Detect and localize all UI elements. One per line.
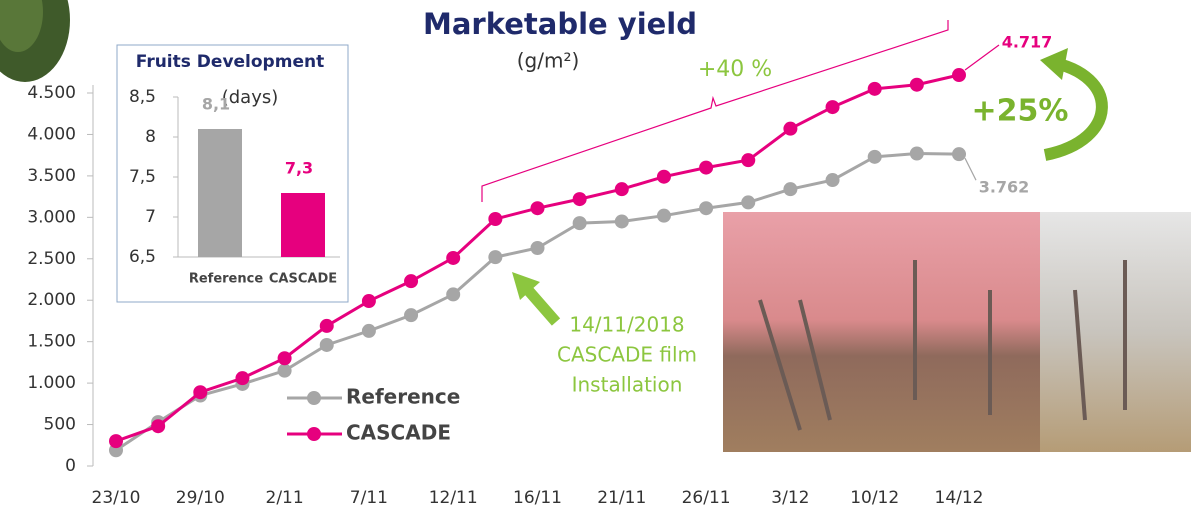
point: [361, 294, 376, 309]
install-annotation: 14/11/2018: [569, 313, 684, 337]
point: [909, 146, 924, 161]
x-tick-label: CASCADE: [269, 272, 337, 287]
point: [109, 434, 123, 449]
inset-subtitle: (days): [222, 87, 279, 108]
bar: [198, 129, 242, 257]
label-leader: [964, 44, 1000, 71]
point: [319, 337, 334, 352]
y-tick-label: 2.000: [27, 290, 76, 310]
chart-title: Marketable yield: [423, 7, 697, 41]
y-tick-label: 4.000: [27, 124, 76, 144]
legend-label: Reference: [346, 385, 460, 409]
point: [572, 216, 587, 231]
x-tick-label: 3/12: [771, 488, 809, 508]
brace: [481, 20, 949, 202]
point: [909, 77, 924, 92]
y-tick-label: 500: [44, 415, 76, 435]
x-tick-label: 7/11: [350, 488, 388, 508]
x-tick-label: 16/11: [513, 488, 562, 508]
point: [783, 121, 798, 136]
point: [867, 149, 882, 164]
value-label: 4.717: [1002, 33, 1053, 52]
point: [656, 169, 671, 184]
y-tick-label: 1.500: [27, 332, 76, 352]
point: [572, 192, 587, 207]
increase-annotation: +25%: [972, 94, 1069, 129]
install-arrow-head: [512, 272, 540, 300]
point: [699, 160, 714, 175]
install-annotation: Installation: [572, 373, 683, 397]
y-tick-label: 7: [145, 207, 156, 227]
value-label: 3.762: [979, 178, 1030, 197]
curved-arrow: [1043, 56, 1108, 161]
point: [319, 318, 334, 333]
label-leader: [964, 157, 977, 181]
point: [404, 274, 419, 289]
point: [699, 201, 714, 216]
install-annotation: CASCADE film: [557, 343, 697, 367]
point: [446, 250, 461, 265]
greenhouse-photo-reference: [1040, 212, 1191, 452]
point: [741, 195, 756, 210]
y-tick-label: 1.000: [27, 373, 76, 393]
point: [614, 182, 629, 197]
growth-annotation: +40 %: [698, 57, 772, 82]
value-label: 8,1: [202, 95, 230, 114]
point: [741, 153, 756, 168]
point: [952, 68, 966, 83]
x-tick-label: Reference: [189, 272, 263, 287]
x-tick-label: 26/11: [682, 488, 731, 508]
point: [867, 81, 882, 96]
point: [404, 308, 419, 323]
legend-marker: [307, 427, 321, 441]
point: [361, 323, 376, 338]
point: [488, 250, 503, 265]
x-tick-label: 23/10: [92, 488, 141, 508]
y-tick-label: 8: [145, 127, 156, 147]
legend-marker: [307, 391, 321, 405]
y-tick-label: 4.500: [27, 83, 76, 103]
point: [783, 182, 798, 197]
zucchini-highlight: [0, 0, 43, 52]
curved-arrow-head: [1040, 48, 1068, 80]
point: [530, 201, 545, 216]
inset-title: Fruits Development: [136, 52, 324, 72]
x-tick-label: 29/10: [176, 488, 225, 508]
y-tick-label: 3.000: [27, 207, 76, 227]
x-tick-label: 12/11: [429, 488, 478, 508]
x-tick-label: 14/12: [935, 488, 984, 508]
value-label: 7,3: [285, 159, 313, 178]
bar: [281, 193, 325, 257]
y-tick-label: 8,5: [129, 87, 156, 107]
y-tick-label: 7,5: [129, 167, 156, 187]
legend-label: CASCADE: [346, 421, 451, 445]
inset-plot: 6,5 7 7,5 8 8,5 8,1 Reference 7,3 CASCADE: [129, 87, 340, 287]
photo-posts: [758, 260, 1127, 431]
point: [193, 385, 208, 400]
point: [952, 147, 966, 162]
install-arrow: [523, 286, 561, 326]
point: [825, 173, 840, 188]
chart-subtitle: (g/m²): [517, 49, 580, 73]
main-plot: 0 500 1.000 1.500 2.000 2.500 3.000 3.500 4.000 4…: [27, 33, 1052, 508]
point: [277, 351, 292, 366]
point: [614, 214, 629, 229]
x-tick-label: 2/11: [266, 488, 304, 508]
point: [488, 211, 503, 226]
point: [446, 287, 461, 302]
point: [277, 363, 292, 378]
point: [235, 371, 250, 386]
y-tick-label: 0: [65, 456, 76, 476]
y-tick-label: 3.500: [27, 166, 76, 186]
greenhouse-photo-cascade: [723, 212, 1040, 452]
point: [530, 241, 545, 256]
y-tick-label: 6,5: [129, 247, 156, 267]
point: [151, 419, 166, 434]
x-tick-label: 10/12: [850, 488, 899, 508]
point: [825, 100, 840, 115]
y-tick-label: 2.500: [27, 249, 76, 269]
x-tick-label: 21/11: [597, 488, 646, 508]
point: [656, 208, 671, 223]
